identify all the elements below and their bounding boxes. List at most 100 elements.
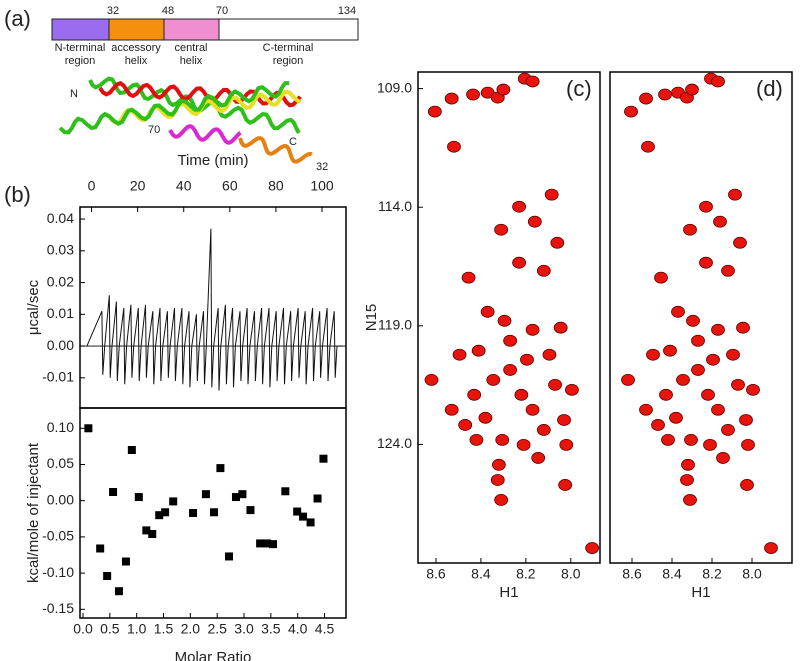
peak — [659, 388, 673, 401]
structure-label: N — [70, 88, 78, 100]
y-tick-label: 0.02 — [47, 273, 74, 289]
segment-label: C-terminal — [263, 42, 314, 54]
peak — [726, 348, 740, 361]
y-tick-label: 0.10 — [47, 419, 74, 435]
point — [319, 454, 328, 463]
x-tick-label: 1.0 — [127, 621, 147, 637]
helix — [238, 136, 313, 164]
point — [161, 508, 170, 517]
y-axis-label: kcal/mole of injectant — [25, 442, 42, 583]
peak — [663, 344, 677, 357]
peak — [550, 236, 565, 249]
helix — [88, 76, 301, 134]
x-tick-label: 100 — [310, 178, 334, 194]
peak — [733, 236, 747, 249]
peak — [494, 494, 509, 506]
panel-label: (d) — [756, 76, 783, 101]
x-tick-label: 3.5 — [261, 621, 281, 637]
segment-label: N-terminal — [55, 42, 106, 54]
plot-frame — [79, 407, 347, 619]
peak — [490, 474, 505, 486]
peak — [639, 403, 653, 416]
panel-label: (a) — [4, 6, 31, 31]
structure-label: 32 — [316, 161, 328, 173]
peak — [764, 542, 778, 554]
y-tick-label: -0.10 — [42, 564, 74, 580]
x-tick-label: 0 — [88, 178, 96, 194]
y-tick-label: -0.01 — [42, 369, 74, 385]
point — [189, 509, 198, 517]
x-axis-label: Time (min) — [177, 152, 248, 169]
point — [201, 490, 210, 499]
peak — [699, 200, 713, 213]
peak — [684, 433, 698, 446]
peak — [703, 438, 717, 451]
segment-label: region — [273, 55, 304, 67]
peak — [525, 323, 540, 336]
point — [299, 512, 308, 521]
x-tick-label: 8.4 — [662, 566, 682, 582]
helix — [98, 80, 302, 108]
point — [238, 490, 247, 499]
peak — [721, 424, 735, 436]
peak — [559, 438, 574, 451]
y-axis-label: N15 — [363, 304, 380, 332]
peak — [683, 494, 697, 506]
peak — [447, 140, 461, 153]
x-tick-label: 2.5 — [207, 621, 227, 637]
peak — [641, 140, 655, 153]
x-tick-label: 8.6 — [426, 566, 446, 582]
point — [169, 497, 178, 506]
y-tick-label: 0.05 — [47, 455, 74, 471]
point — [134, 493, 143, 502]
peak — [728, 188, 742, 201]
point — [84, 424, 93, 433]
peak — [711, 323, 725, 336]
peak — [444, 92, 459, 105]
segment-label: accessory — [111, 42, 161, 54]
y-tick-label: 0.00 — [47, 491, 74, 507]
peak — [565, 383, 579, 396]
x-tick-label: 8.2 — [516, 566, 536, 582]
peak — [542, 348, 557, 361]
structure-label: 70 — [148, 124, 160, 136]
point — [246, 506, 255, 515]
point — [114, 587, 123, 596]
y-tick-label: -0.15 — [42, 600, 74, 616]
peak — [624, 105, 638, 118]
point — [263, 539, 272, 548]
peak — [646, 348, 660, 361]
peak — [686, 314, 700, 327]
peak — [661, 433, 675, 446]
point — [96, 544, 105, 553]
peak — [671, 305, 685, 318]
point — [103, 572, 112, 580]
peak — [639, 92, 653, 105]
x-tick-label: 80 — [268, 178, 284, 194]
structure — [58, 76, 313, 164]
peak — [681, 458, 695, 471]
peak — [711, 403, 725, 416]
peak — [466, 88, 480, 101]
peak — [527, 215, 542, 228]
y-tick-label: 119.0 — [378, 317, 412, 333]
boundary-label: 70 — [216, 5, 228, 17]
y-tick-label: -0.05 — [42, 528, 74, 544]
peak — [525, 75, 540, 88]
plot-frame — [417, 71, 601, 564]
point — [313, 494, 322, 503]
peak — [699, 256, 713, 269]
boundary-label: 48 — [162, 5, 174, 17]
peak — [469, 433, 484, 446]
peak — [713, 215, 727, 228]
peak — [706, 353, 720, 366]
peak — [676, 373, 690, 386]
peak — [740, 479, 754, 491]
peak — [536, 424, 551, 436]
peak — [746, 383, 760, 396]
x-tick-label: 20 — [130, 178, 146, 194]
peak — [721, 264, 735, 277]
peak — [711, 75, 725, 88]
peak — [478, 411, 493, 424]
peak — [471, 344, 486, 357]
